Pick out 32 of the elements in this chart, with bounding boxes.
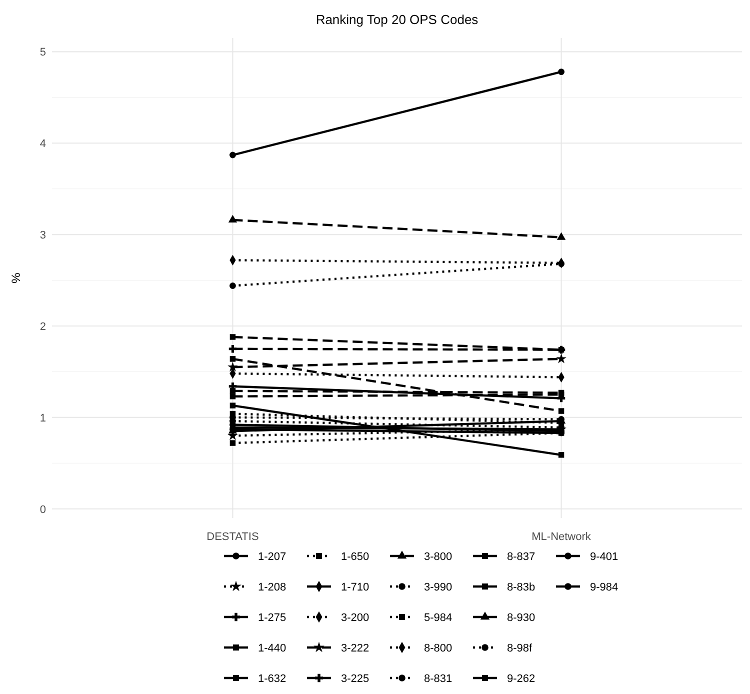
y-tick-label: 0 <box>40 504 46 516</box>
legend-label: 1-207 <box>258 551 286 563</box>
y-tick-label: 3 <box>40 230 46 242</box>
legend-label: 9-984 <box>590 582 618 594</box>
y-tick-label: 5 <box>40 46 46 59</box>
legend-label: 1-440 <box>258 642 286 654</box>
x-tick-label: DESTATIS <box>206 531 259 543</box>
y-tick-label: 2 <box>40 321 46 333</box>
legend-label: 9-401 <box>590 551 618 563</box>
legend-label: 8-800 <box>424 642 452 654</box>
legend-label: 1-632 <box>258 673 286 685</box>
legend-label: 1-275 <box>258 612 286 624</box>
y-tick-label: 1 <box>40 412 46 424</box>
legend-label: 5-984 <box>424 612 452 624</box>
legend-label: 3-225 <box>341 673 370 685</box>
y-tick-label: 4 <box>40 138 46 150</box>
legend-label: 9-262 <box>507 673 536 685</box>
legend-label: 8-98f <box>507 642 534 654</box>
legend-label: 8-837 <box>507 551 536 563</box>
legend-label: 3-222 <box>341 642 370 654</box>
legend-label: 8-930 <box>507 612 536 624</box>
y-axis-title: % <box>9 272 23 284</box>
legend-label: 3-800 <box>424 551 452 563</box>
legend-label: 8-83b <box>507 582 536 594</box>
legend-label: 8-831 <box>424 673 452 685</box>
legend-label: 1-208 <box>258 582 286 594</box>
legend-label: 1-650 <box>341 551 370 563</box>
legend-label: 1-710 <box>341 582 370 594</box>
x-tick-label: ML-Network <box>532 531 592 543</box>
legend-label: 3-200 <box>341 612 370 624</box>
chart-title: Ranking Top 20 OPS Codes <box>316 12 479 27</box>
legend-label: 3-990 <box>424 582 452 594</box>
